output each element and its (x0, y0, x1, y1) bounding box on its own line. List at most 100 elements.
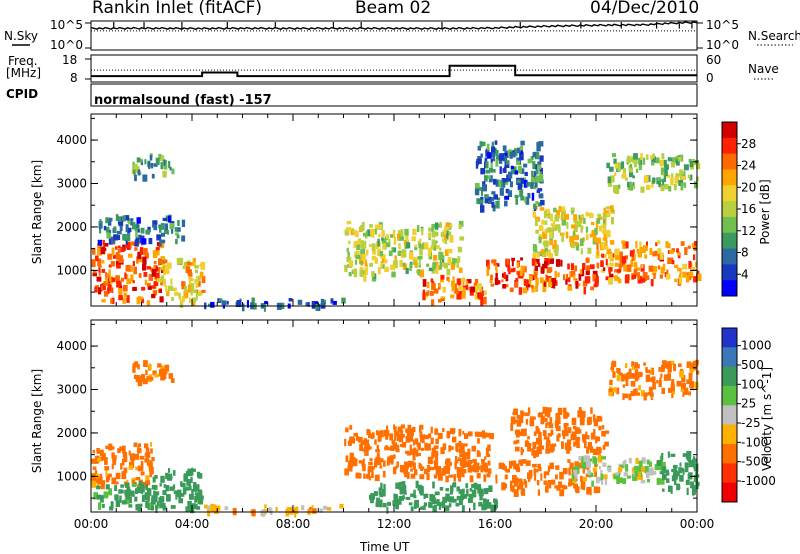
velocity-cell (564, 426, 567, 434)
nsearch-tick-bottom: 10^0 (706, 38, 739, 52)
velocity-cell (110, 501, 114, 508)
velocity-cell (516, 485, 520, 491)
cpid-text: normalsound (fast) -157 (94, 93, 272, 108)
power-cell (348, 240, 351, 245)
power-cell (530, 156, 534, 161)
velocity-cell (162, 490, 167, 496)
velocity-cell (353, 432, 359, 437)
velocity-cell (577, 462, 582, 469)
power-cell (109, 217, 113, 222)
velocity-cell (103, 491, 109, 499)
velocity-cell (204, 504, 208, 509)
velocity-cell (585, 473, 589, 477)
power-cell (123, 215, 126, 222)
power-cell (692, 242, 697, 250)
velocity-cell (581, 462, 586, 469)
power-cell (442, 286, 446, 293)
power-cell (166, 290, 170, 297)
velocity-cell (339, 503, 344, 509)
power-cell (621, 173, 627, 179)
velocity-cell (638, 385, 641, 391)
velocity-cell (592, 467, 598, 472)
power-cell (374, 257, 378, 264)
power-cell (485, 161, 489, 169)
power-cell (431, 266, 436, 274)
power-cell (160, 222, 165, 230)
velocity-cell (370, 493, 376, 500)
velocity-cell (96, 481, 100, 489)
velocity-cell (674, 469, 677, 476)
velocity-cell (134, 453, 139, 460)
power-cell (590, 221, 595, 226)
power-cell (660, 185, 665, 192)
velocity-cell (583, 455, 589, 463)
velocity-cell (586, 487, 590, 495)
power-cell (163, 159, 166, 166)
power-cell (440, 298, 445, 302)
power-cell (630, 259, 633, 267)
velocity-cell (430, 426, 433, 434)
velocity-cell (531, 448, 535, 456)
power-cell (136, 223, 139, 228)
power-cell (199, 271, 204, 279)
power-cell (555, 259, 561, 267)
velocity-cell (449, 428, 455, 435)
power-cell (182, 265, 186, 270)
power-cell (629, 163, 633, 169)
power-cell (380, 260, 383, 268)
power-cell (99, 218, 102, 224)
velocity-cell (108, 443, 113, 451)
power-cell (491, 169, 496, 173)
velocity-cell (195, 506, 201, 510)
power-cell (447, 256, 452, 265)
velocity-cell (567, 459, 571, 463)
power-cell (495, 269, 498, 277)
power-cell (181, 219, 186, 227)
velocity-cell (474, 431, 479, 437)
power-cell (491, 141, 495, 148)
velocity-cell (198, 500, 202, 504)
power-cell (697, 270, 700, 275)
velocity-cell (586, 446, 590, 454)
power-cell (101, 299, 106, 303)
velocity-cell (569, 462, 574, 470)
power-cell (565, 231, 569, 239)
power-cell (484, 194, 489, 199)
power-cell (414, 264, 418, 268)
power-cell (604, 240, 608, 248)
power-cell (552, 244, 558, 250)
velocity-cell (501, 463, 506, 470)
power-cell (608, 267, 611, 275)
velocity-cell (409, 444, 412, 451)
power-cell (161, 232, 165, 237)
power-cell (92, 247, 96, 255)
velocity-cell (546, 442, 551, 446)
power-cell (414, 244, 417, 248)
power-cell (593, 234, 597, 243)
velocity-cell (374, 439, 377, 445)
velocity-cell (155, 506, 158, 513)
velocity-cell (600, 469, 603, 476)
velocity-cell (544, 412, 549, 417)
power-cell (495, 150, 499, 157)
power-cell (103, 281, 108, 286)
power-cell (643, 175, 649, 183)
velocity-cell (390, 445, 395, 451)
power-cell (347, 252, 350, 259)
power-cell (558, 206, 562, 212)
power-cell (409, 251, 414, 260)
velocity-cell (386, 425, 389, 433)
power-cell (584, 276, 590, 284)
power-cell (624, 276, 630, 284)
velocity-cell (581, 434, 586, 442)
velocity-cell (352, 461, 358, 467)
velocity-cell (615, 472, 619, 476)
power-cell (565, 274, 569, 281)
power-cell (405, 235, 409, 243)
power-cell (126, 233, 131, 242)
velocity-cell (142, 374, 145, 382)
velocity-cell (600, 473, 604, 480)
power-cell (264, 301, 268, 305)
velocity-cell (598, 425, 602, 431)
power-cell (157, 288, 161, 293)
